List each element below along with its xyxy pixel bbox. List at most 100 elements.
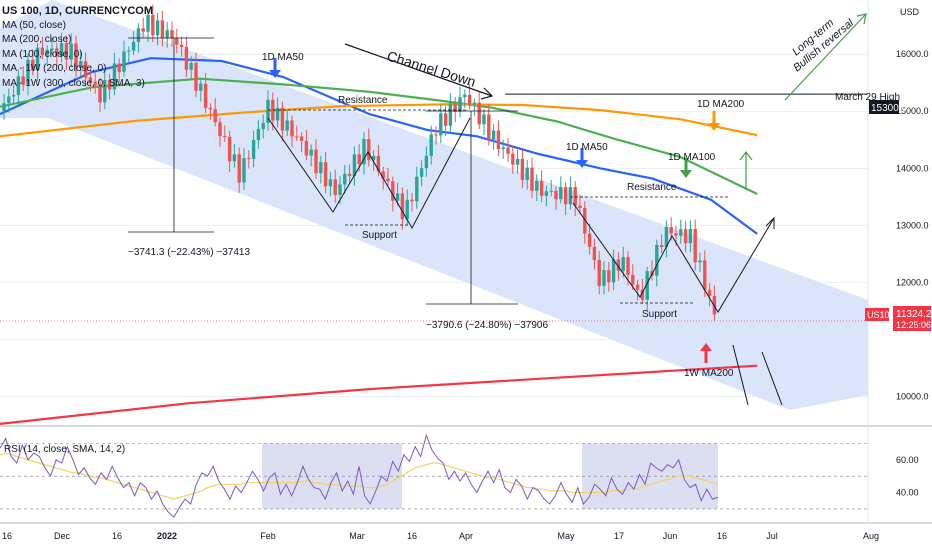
candle-body [506,147,510,154]
candle-body [323,162,328,187]
candle-body [424,155,429,169]
legend: US 100, 1D, CURRENCYCOM MA (50, close) M… [2,4,153,91]
candle-body [170,30,174,38]
ma50-label-a: 1D MA50 [262,52,304,63]
candle-body [151,14,155,36]
candle-body [275,107,280,121]
channel-arrow-head [480,87,494,100]
candle-body [573,187,577,206]
projection-arrow-head [765,216,775,229]
candle-body [242,158,246,183]
legend-w200: MA - 1W (200, close, 0) [2,63,107,74]
candle-body [487,114,491,140]
candle-body [251,139,256,159]
candle-body [544,191,549,196]
candle-body [674,233,678,236]
price-tick-label: 15000.0 [896,106,929,116]
price-tick-label: 10000.0 [896,391,929,401]
time-tick-label: 16 [112,531,122,541]
candle-body [314,149,318,174]
time-tick-label: 16 [2,531,12,541]
currency-label: USD [900,7,920,17]
rsi-tick-label: 40.00 [896,488,919,498]
candle-body [189,63,193,70]
candle-body [448,103,453,126]
bullish-green-arrow-head [739,151,753,161]
resistance-label-1: Resistance [338,95,388,106]
drop-measure-2: −3790.6 (−24.80%) −37906 [426,320,548,331]
candle-body [472,102,477,105]
zigzag-1 [267,117,471,230]
candle-body [122,51,126,72]
candle-body [405,199,409,220]
candle-body [415,176,419,202]
candle-body [26,59,30,85]
ma100-label: 1D MA100 [668,152,716,163]
ma200-label: 1D MA200 [697,99,745,110]
candle-body [693,228,697,263]
candle-body [7,96,11,104]
candle-body [194,63,198,91]
candle-body [69,43,73,60]
candle-body [319,162,323,174]
resistance-label-2: Resistance [627,182,677,193]
candle-body [683,229,688,244]
price-tick-label: 13000.0 [896,220,929,230]
candle-body [539,180,544,196]
candle-body [611,259,616,283]
candle-body [631,274,635,285]
candle-body [679,229,683,236]
candle-body [391,181,395,201]
candle-body [400,193,405,220]
candle-body [357,154,361,165]
candle-body [645,271,649,300]
rsi-pane: 60.00 40.00 [0,425,932,518]
candle-body [74,43,78,68]
candle-body [237,154,241,183]
candle-body [568,187,573,205]
time-tick-label: Mar [349,531,365,541]
candle-body [501,147,505,150]
candle-body [179,44,184,47]
candle-body [688,228,693,244]
candle-body [64,43,69,60]
candle-body [256,129,261,140]
candle-body [395,193,400,201]
candle-body [247,158,251,160]
candle-body [2,103,6,112]
projection-path [572,202,775,313]
time-tick-label: 17 [614,531,624,541]
candle-body [621,257,625,271]
time-tick-label: Jun [663,531,678,541]
candle-body [16,76,21,96]
candle-body [227,136,232,162]
candle-body [607,270,611,283]
time-tick-label: 16 [717,531,727,541]
legend-w300: MA - 1W (300, close, 0, SMA, 3) [2,77,145,89]
candle-body [376,155,381,172]
candle-body [703,260,707,290]
candle-body [127,50,131,52]
candle-body [463,94,467,98]
candle-body [343,173,347,185]
candle-body [386,178,390,182]
candle-body [35,47,40,71]
candle-body [549,190,553,192]
candle-body [559,187,563,200]
price-tick-label: 14000.0 [896,163,929,173]
candle-body [40,47,45,55]
moving-averages-layer [0,57,758,425]
candle-body [367,138,371,161]
time-tick-label: Dec [54,531,71,541]
price-tick-label: 16000.0 [896,49,929,59]
candle-body [285,120,289,131]
time-tick-label: 2022 [157,531,177,541]
candle-body [112,63,117,90]
candle-body [491,130,496,140]
candle-body [160,20,165,39]
candle-body [443,113,448,126]
w200-arrow-head [700,343,712,351]
candle-body [208,107,213,110]
candle-body [477,102,481,125]
candle-body [232,154,237,162]
